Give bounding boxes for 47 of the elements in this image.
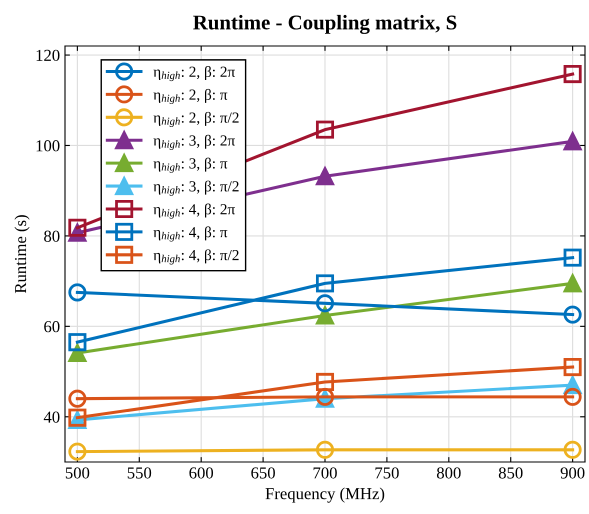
point <box>564 358 582 376</box>
x-tick-label: 750 <box>376 467 399 479</box>
x-tick-label: 650 <box>251 467 275 479</box>
point <box>564 306 582 324</box>
point <box>564 274 582 292</box>
x-tick-label: 800 <box>436 467 461 479</box>
point <box>564 388 582 406</box>
y-tick-label: 60 <box>44 321 60 332</box>
point <box>564 65 582 84</box>
point <box>316 440 334 459</box>
x-tick-label: 900 <box>560 467 584 479</box>
legend-label: η$_{high}$: 4, β: π/2 <box>153 249 239 264</box>
point <box>564 440 582 459</box>
y-axis-title: Runtime (s) <box>14 215 30 294</box>
point <box>316 372 334 391</box>
legend-label: η$_{high}$: 2, β: 2π <box>153 66 235 82</box>
point <box>316 306 334 325</box>
legend-label: η$_{high}$: 2, β: π <box>153 88 228 104</box>
y-tick-label: 80 <box>44 230 60 242</box>
x-tick-label: 500 <box>66 467 90 479</box>
point <box>316 294 334 312</box>
x-tick-label: 550 <box>128 467 152 479</box>
point <box>68 218 86 237</box>
point <box>68 283 86 302</box>
y-tick-label: 120 <box>36 50 60 61</box>
point <box>68 442 86 461</box>
x-tick-label: 850 <box>498 467 523 479</box>
point <box>316 120 334 139</box>
point <box>68 333 86 352</box>
chart-title: Runtime - Coupling matrix, S <box>193 14 456 34</box>
point <box>68 390 86 408</box>
legend-label: η$_{high}$: 3, β: 2π <box>153 134 235 150</box>
x-axis-title: Frequency (MHz) <box>266 488 384 503</box>
legend-label: η$_{high}$: 4, β: 2π <box>153 203 235 219</box>
x-tick-label: 700 <box>314 467 337 479</box>
legend-label: η$_{high}$: 3, β: π <box>153 158 228 173</box>
y-tick-label: 100 <box>36 140 60 152</box>
point <box>564 248 582 267</box>
point <box>68 344 86 362</box>
point <box>316 167 334 186</box>
point <box>564 132 582 150</box>
x-tick-label: 600 <box>189 467 214 479</box>
legend-label: η$_{high}$: 3, β: π/2 <box>153 180 239 196</box>
y-tick-label: 40 <box>44 411 60 423</box>
point <box>316 274 334 292</box>
legend-label: η$_{high}$: 4, β: π <box>153 226 228 242</box>
legend-label: η$_{high}$: 2, β: π/2 <box>153 112 239 127</box>
